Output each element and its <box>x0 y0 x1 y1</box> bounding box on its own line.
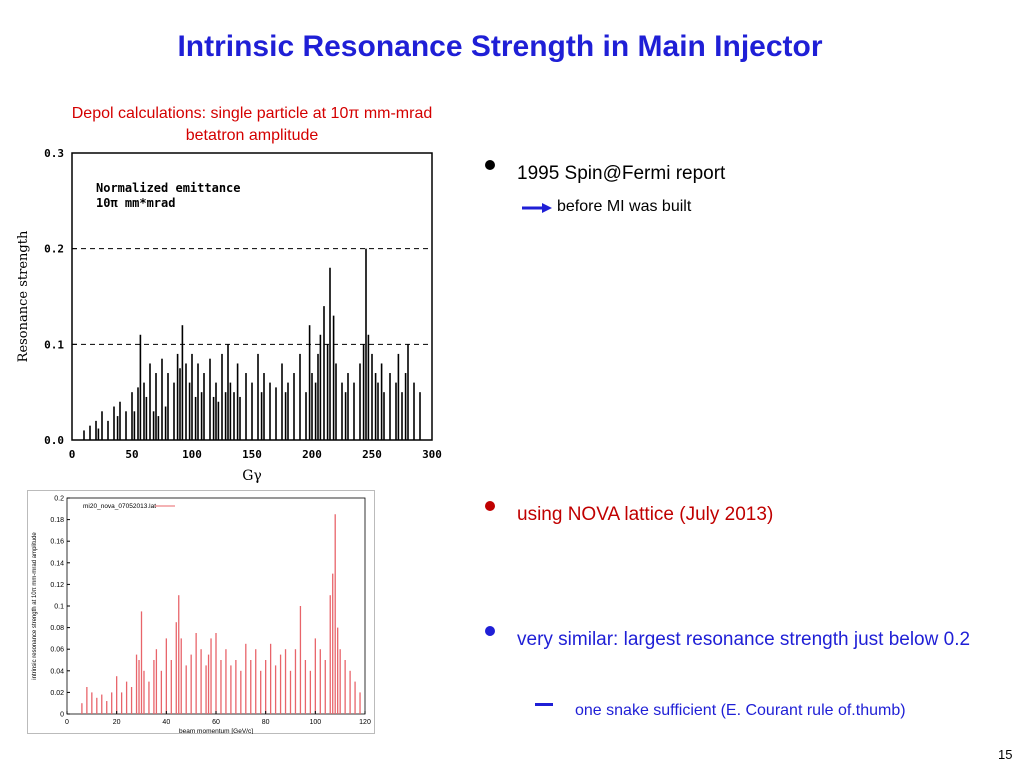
legend-label: mi20_nova_07052013.lat <box>83 503 156 510</box>
y-axis-label: Resonance strength <box>16 230 31 362</box>
x-tick-label-6: 120 <box>359 719 371 726</box>
y-tick-label-1: 0.1 <box>44 338 64 351</box>
x-tick-label-4: 80 <box>262 719 270 726</box>
y-tick-label-0: 0 <box>60 712 64 719</box>
y-tick-label-6: 0.12 <box>50 582 64 589</box>
x-tick-label-5: 250 <box>362 448 382 461</box>
page-number: 15 <box>998 747 1013 762</box>
y-tick-label-2: 0.04 <box>50 668 64 675</box>
x-tick-label-3: 150 <box>242 448 262 461</box>
bullet-nova-lattice: using NOVA lattice (July 2013) <box>517 504 774 525</box>
bullet-very-similar: very similar: largest resonance strength… <box>517 629 971 650</box>
chart-top-resonance: 0 50 100 150 200 250 300 0.0 0.1 0.2 0.3 Resonance … <box>16 147 442 484</box>
bullet-1995-sub: before MI was built <box>557 198 692 215</box>
x-tick-label-0: 0 <box>69 448 76 461</box>
x-tick-label-2: 40 <box>162 719 170 726</box>
y-axis-label: intrinsic resonance strength at 10π mm-m… <box>32 532 38 680</box>
bullet-1995-report: 1995 Spin@Fermi report <box>517 163 726 184</box>
y-tick-label-3: 0.06 <box>50 647 64 654</box>
subtitle-line-1: Depol calculations: single particle at 1… <box>71 105 433 122</box>
bullet-one-snake: one snake sufficient (E. Courant rule of… <box>575 702 906 719</box>
slide-title: Intrinsic Resonance Strength in Main Inj… <box>177 30 823 63</box>
x-tick-label-1: 50 <box>125 448 138 461</box>
dash-icon <box>535 703 553 706</box>
bullet-dot-2 <box>485 501 495 511</box>
y-tick-label-1: 0.02 <box>50 690 64 697</box>
y-tick-label-2: 0.2 <box>44 243 64 256</box>
chart-bottom-nova: 0 20 40 60 80 100 120 0 0.02 0.04 0.06 0.08 0.1 0.12 0… <box>27 490 375 734</box>
x-tick-label-6: 300 <box>422 448 442 461</box>
x-tick-label-1: 20 <box>113 719 121 726</box>
x-tick-label-4: 200 <box>302 448 322 461</box>
y-tick-label-8: 0.16 <box>50 539 64 546</box>
x-tick-label-5: 100 <box>309 719 321 726</box>
x-tick-label-3: 60 <box>212 719 220 726</box>
slide-subtitle: Depol calculations: single particle at 1… <box>22 103 482 147</box>
annotation-line-1: Normalized emittance <box>96 181 241 195</box>
y-tick-label-5: 0.1 <box>54 604 64 611</box>
y-tick-label-0: 0.0 <box>44 434 64 447</box>
y-tick-label-10: 0.2 <box>54 496 64 503</box>
y-tick-label-7: 0.14 <box>50 560 64 567</box>
y-tick-label-9: 0.18 <box>50 517 64 524</box>
arrow-right-icon <box>522 203 552 213</box>
x-tick-label-0: 0 <box>65 719 69 726</box>
bullet-dot-1 <box>485 160 495 170</box>
annotation-line-2: 10π mm*mrad <box>96 196 175 210</box>
x-axis-label: beam momentum [GeV/c] <box>179 728 253 734</box>
y-tick-label-3: 0.3 <box>44 147 64 160</box>
y-tick-label-4: 0.08 <box>50 625 64 632</box>
bullet-dot-3 <box>485 626 495 636</box>
subtitle-line-2: betatron amplitude <box>185 127 319 144</box>
x-axis-label: Gγ <box>242 468 262 484</box>
x-tick-label-2: 100 <box>182 448 202 461</box>
